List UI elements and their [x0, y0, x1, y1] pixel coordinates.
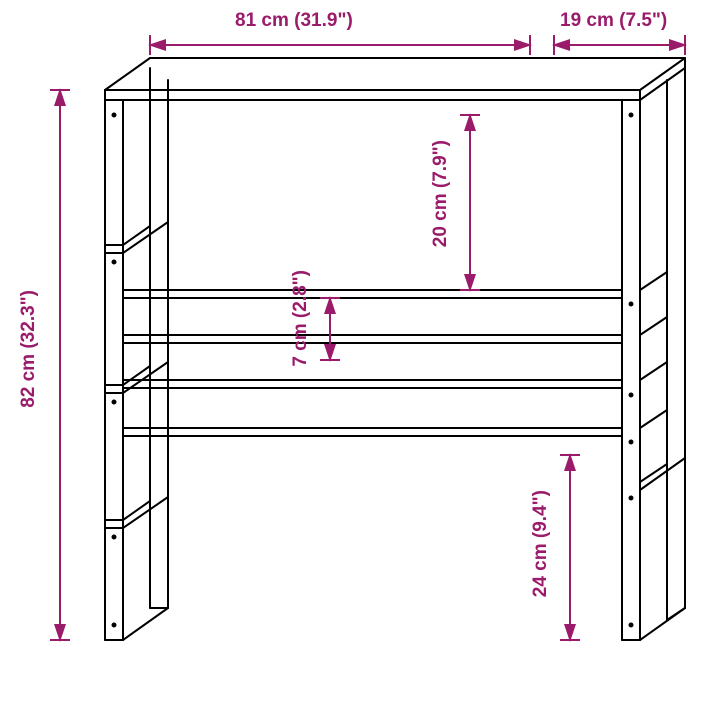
dim-height-label: 82 cm (32.3") [18, 290, 40, 408]
dimension-lines [50, 35, 685, 640]
dim-depth-label: 19 cm (7.5") [560, 10, 667, 32]
dim-topgap-label: 20 cm (7.9") [430, 140, 452, 247]
dim-bottom-label: 24 cm (9.4") [530, 490, 552, 597]
furniture-outline [105, 58, 685, 640]
dim-width-label: 81 cm (31.9") [235, 10, 353, 32]
dim-midgap-label: 7 cm (2.8") [290, 270, 312, 367]
diagram-canvas [0, 0, 705, 705]
